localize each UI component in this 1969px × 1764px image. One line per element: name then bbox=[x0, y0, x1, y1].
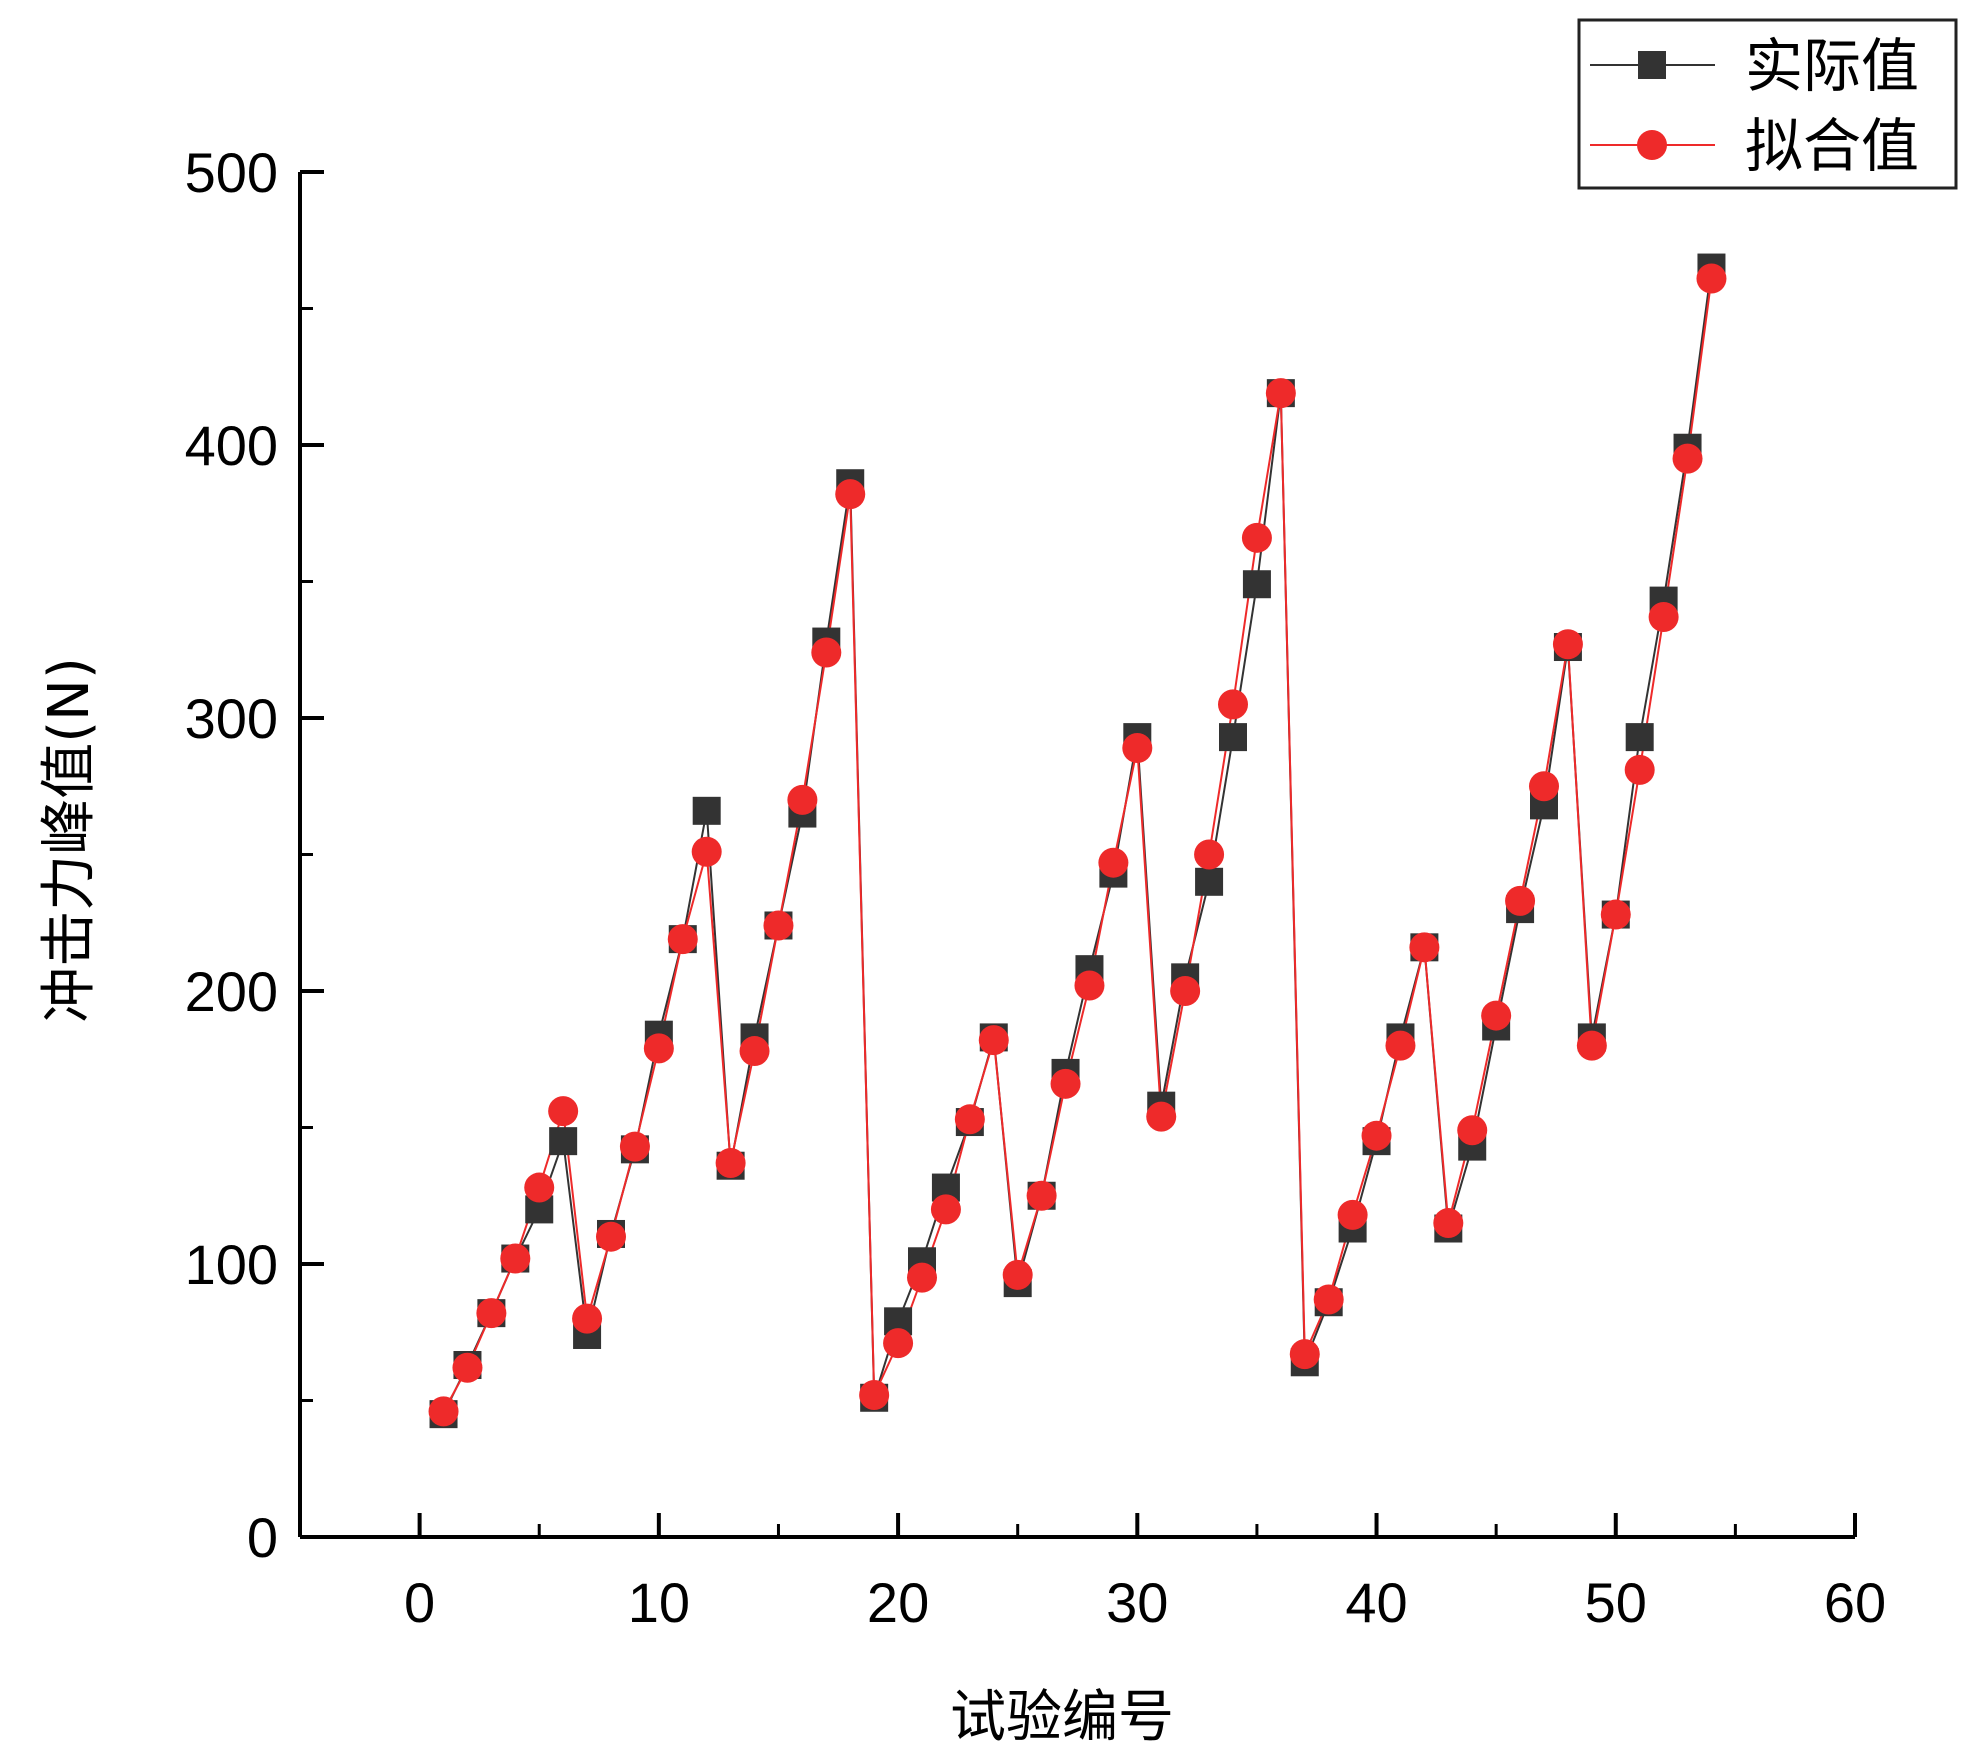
point-fit-6 bbox=[548, 1096, 579, 1127]
point-fit-21 bbox=[907, 1262, 937, 1293]
legend-label-fit: 拟合值 bbox=[1745, 112, 1919, 180]
point-actual-35 bbox=[1242, 570, 1271, 599]
series-markers-1 bbox=[428, 263, 1727, 1427]
point-fit-4 bbox=[500, 1243, 531, 1274]
point-actual-6 bbox=[549, 1127, 578, 1156]
point-actual-34 bbox=[1219, 723, 1247, 752]
point-fit-39 bbox=[1337, 1199, 1368, 1230]
point-fit-48 bbox=[1552, 629, 1583, 660]
y-tick-label-400: 400 bbox=[185, 414, 278, 477]
point-fit-23 bbox=[954, 1104, 985, 1135]
series-line-0 bbox=[442, 267, 1713, 1415]
point-fit-40 bbox=[1361, 1120, 1392, 1151]
point-fit-16 bbox=[787, 784, 818, 815]
y-tick-label-0: 0 bbox=[247, 1506, 278, 1569]
point-fit-11 bbox=[667, 924, 698, 955]
point-fit-44 bbox=[1457, 1115, 1488, 1146]
series-line-1 bbox=[442, 278, 1713, 1412]
point-fit-46 bbox=[1505, 885, 1536, 916]
point-fit-1 bbox=[428, 1396, 459, 1427]
point-fit-28 bbox=[1074, 970, 1105, 1001]
point-fit-3 bbox=[476, 1298, 507, 1329]
y-axis-title: 冲击力峰值(N) bbox=[37, 657, 102, 1023]
point-actual-12 bbox=[692, 796, 721, 825]
point-fit-32 bbox=[1170, 976, 1201, 1006]
point-fit-52 bbox=[1648, 601, 1679, 632]
point-fit-45 bbox=[1481, 1000, 1512, 1031]
point-fit-19 bbox=[859, 1380, 890, 1411]
legend-marker-fit bbox=[1637, 130, 1667, 160]
point-fit-13 bbox=[715, 1147, 746, 1178]
legend-box bbox=[1577, 18, 1958, 190]
point-fit-53 bbox=[1672, 443, 1703, 474]
point-fit-50 bbox=[1600, 899, 1631, 930]
point-fit-30 bbox=[1122, 733, 1153, 764]
point-fit-26 bbox=[1026, 1180, 1057, 1211]
point-fit-24 bbox=[978, 1025, 1009, 1056]
point-fit-49 bbox=[1576, 1030, 1607, 1061]
legend-marker-actual bbox=[1638, 51, 1666, 79]
point-fit-9 bbox=[619, 1131, 650, 1162]
point-fit-33 bbox=[1194, 839, 1225, 870]
x-axis-title: 试验编号 bbox=[950, 1685, 1174, 1750]
point-fit-14 bbox=[739, 1036, 770, 1067]
axes bbox=[298, 172, 1855, 1539]
point-fit-29 bbox=[1098, 847, 1129, 878]
series-layer bbox=[428, 253, 1727, 1429]
x-tick-label-30: 30 bbox=[1106, 1571, 1168, 1634]
legend-label-actual: 实际值 bbox=[1745, 32, 1919, 100]
point-fit-17 bbox=[811, 637, 842, 668]
ticks: 0 100 200 300 400 500 0 10 20 30 40 50 60 bbox=[185, 141, 1887, 1634]
point-fit-54 bbox=[1696, 263, 1727, 294]
point-fit-10 bbox=[643, 1033, 674, 1064]
series-markers-0 bbox=[429, 253, 1726, 1429]
point-fit-18 bbox=[835, 479, 866, 510]
y-tick-label-200: 200 bbox=[185, 960, 278, 1023]
x-tick-label-40: 40 bbox=[1345, 1571, 1407, 1634]
point-fit-31 bbox=[1146, 1101, 1177, 1132]
point-fit-15 bbox=[763, 910, 794, 941]
x-tick-label-20: 20 bbox=[867, 1571, 929, 1634]
point-fit-27 bbox=[1050, 1068, 1081, 1099]
y-tick-label-100: 100 bbox=[185, 1233, 278, 1296]
legend: 实际值 拟合值 bbox=[1577, 18, 1958, 190]
x-tick-label-0: 0 bbox=[404, 1571, 435, 1634]
point-fit-5 bbox=[524, 1172, 555, 1203]
point-fit-7 bbox=[572, 1303, 603, 1334]
point-fit-47 bbox=[1529, 771, 1559, 802]
point-actual-51 bbox=[1625, 723, 1654, 752]
point-actual-33 bbox=[1195, 867, 1224, 896]
point-fit-51 bbox=[1624, 754, 1655, 785]
point-fit-37 bbox=[1289, 1339, 1320, 1370]
point-fit-38 bbox=[1313, 1284, 1344, 1315]
point-fit-12 bbox=[691, 836, 722, 867]
point-fit-2 bbox=[452, 1352, 483, 1383]
point-fit-20 bbox=[883, 1328, 914, 1359]
x-tick-label-50: 50 bbox=[1585, 1571, 1647, 1634]
point-fit-35 bbox=[1241, 522, 1272, 553]
y-tick-label-300: 300 bbox=[185, 687, 278, 750]
x-tick-label-10: 10 bbox=[628, 1571, 690, 1634]
point-fit-36 bbox=[1265, 378, 1296, 409]
point-fit-42 bbox=[1409, 932, 1440, 963]
y-tick-label-500: 500 bbox=[185, 141, 278, 204]
point-fit-43 bbox=[1433, 1208, 1464, 1239]
point-fit-8 bbox=[596, 1221, 626, 1252]
point-fit-41 bbox=[1385, 1030, 1416, 1061]
point-fit-34 bbox=[1218, 689, 1248, 720]
x-tick-label-60: 60 bbox=[1824, 1571, 1886, 1634]
point-fit-22 bbox=[930, 1194, 961, 1225]
point-fit-25 bbox=[1002, 1259, 1033, 1290]
